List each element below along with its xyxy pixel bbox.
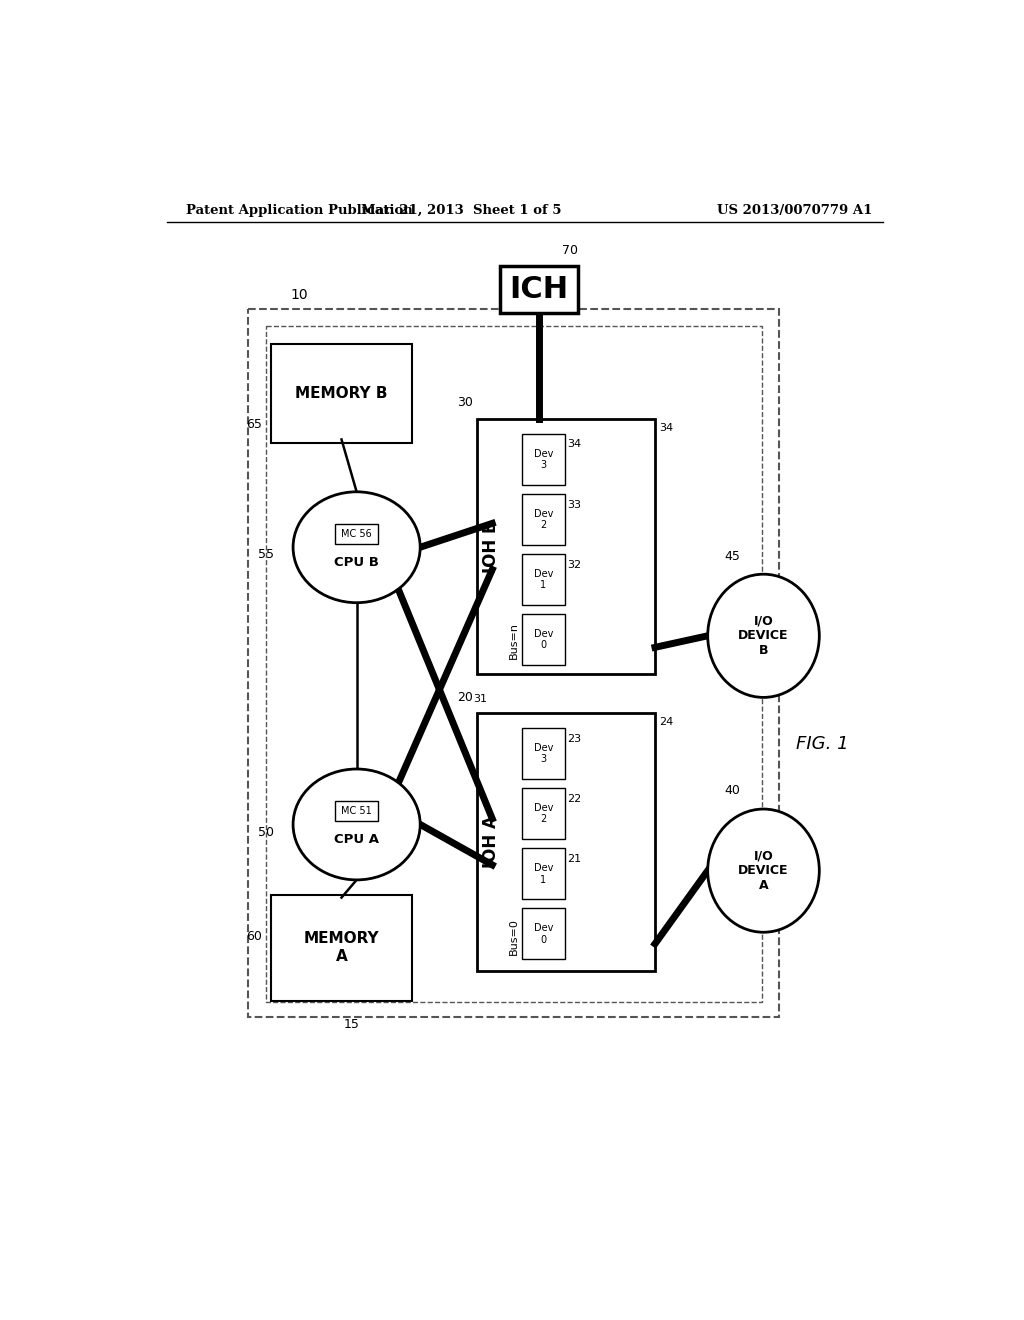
- FancyBboxPatch shape: [521, 494, 565, 545]
- Bar: [266, 326, 762, 1002]
- Text: Bus=0: Bus=0: [509, 919, 519, 956]
- Text: Dev
0: Dev 0: [534, 628, 553, 651]
- Text: 20: 20: [457, 690, 473, 704]
- Text: Dev
1: Dev 1: [534, 569, 553, 590]
- Text: Bus=n: Bus=n: [509, 622, 519, 659]
- FancyBboxPatch shape: [521, 849, 565, 899]
- Text: CPU B: CPU B: [334, 556, 379, 569]
- FancyBboxPatch shape: [335, 524, 378, 544]
- Bar: [477, 713, 655, 970]
- Text: Dev
3: Dev 3: [534, 743, 553, 764]
- Text: MEMORY
A: MEMORY A: [304, 932, 379, 964]
- Text: MC 51: MC 51: [341, 807, 372, 816]
- FancyBboxPatch shape: [521, 554, 565, 605]
- Text: 70: 70: [562, 244, 578, 256]
- Ellipse shape: [293, 492, 420, 603]
- Text: Dev
2: Dev 2: [534, 803, 553, 825]
- Text: 33: 33: [567, 499, 582, 510]
- Text: 15: 15: [343, 1019, 359, 1031]
- Text: Dev
2: Dev 2: [534, 508, 553, 531]
- Text: Mar. 21, 2013  Sheet 1 of 5: Mar. 21, 2013 Sheet 1 of 5: [361, 205, 561, 218]
- Text: FIG. 1: FIG. 1: [796, 735, 849, 752]
- Text: 55: 55: [258, 548, 273, 561]
- FancyBboxPatch shape: [521, 908, 565, 960]
- FancyBboxPatch shape: [270, 895, 413, 1001]
- Text: 34: 34: [658, 422, 673, 433]
- Text: 10: 10: [291, 288, 308, 302]
- Text: 34: 34: [567, 440, 582, 449]
- Text: ICH: ICH: [509, 275, 568, 304]
- Text: IOH B: IOH B: [481, 520, 500, 573]
- Text: 23: 23: [567, 734, 582, 743]
- Text: MEMORY B: MEMORY B: [295, 385, 388, 401]
- Text: 32: 32: [567, 560, 582, 569]
- Text: I/O
DEVICE
A: I/O DEVICE A: [738, 849, 788, 892]
- Bar: [248, 309, 779, 1016]
- Bar: [477, 418, 655, 675]
- Ellipse shape: [708, 809, 819, 932]
- Text: Dev
0: Dev 0: [534, 923, 553, 945]
- Text: 60: 60: [246, 929, 262, 942]
- Text: 45: 45: [724, 549, 740, 562]
- Text: Patent Application Publication: Patent Application Publication: [186, 205, 413, 218]
- FancyBboxPatch shape: [270, 345, 413, 442]
- Text: MC 56: MC 56: [341, 529, 372, 539]
- FancyBboxPatch shape: [521, 729, 565, 779]
- Text: IOH A: IOH A: [481, 816, 500, 869]
- Ellipse shape: [708, 574, 819, 697]
- Text: 30: 30: [457, 396, 473, 409]
- Text: 50: 50: [258, 825, 273, 838]
- Text: CPU A: CPU A: [334, 833, 379, 846]
- FancyBboxPatch shape: [521, 788, 565, 840]
- Text: 24: 24: [658, 717, 673, 726]
- Text: Dev
1: Dev 1: [534, 863, 553, 884]
- Text: 40: 40: [724, 784, 740, 797]
- Text: 22: 22: [567, 793, 582, 804]
- Text: 31: 31: [473, 693, 486, 704]
- Text: 65: 65: [246, 417, 262, 430]
- FancyBboxPatch shape: [521, 614, 565, 665]
- Ellipse shape: [293, 770, 420, 880]
- Text: Dev
3: Dev 3: [534, 449, 553, 470]
- FancyBboxPatch shape: [521, 434, 565, 484]
- Text: US 2013/0070779 A1: US 2013/0070779 A1: [717, 205, 872, 218]
- Text: 21: 21: [567, 854, 582, 863]
- Text: I/O
DEVICE
B: I/O DEVICE B: [738, 614, 788, 657]
- FancyBboxPatch shape: [500, 265, 578, 313]
- FancyBboxPatch shape: [335, 801, 378, 821]
